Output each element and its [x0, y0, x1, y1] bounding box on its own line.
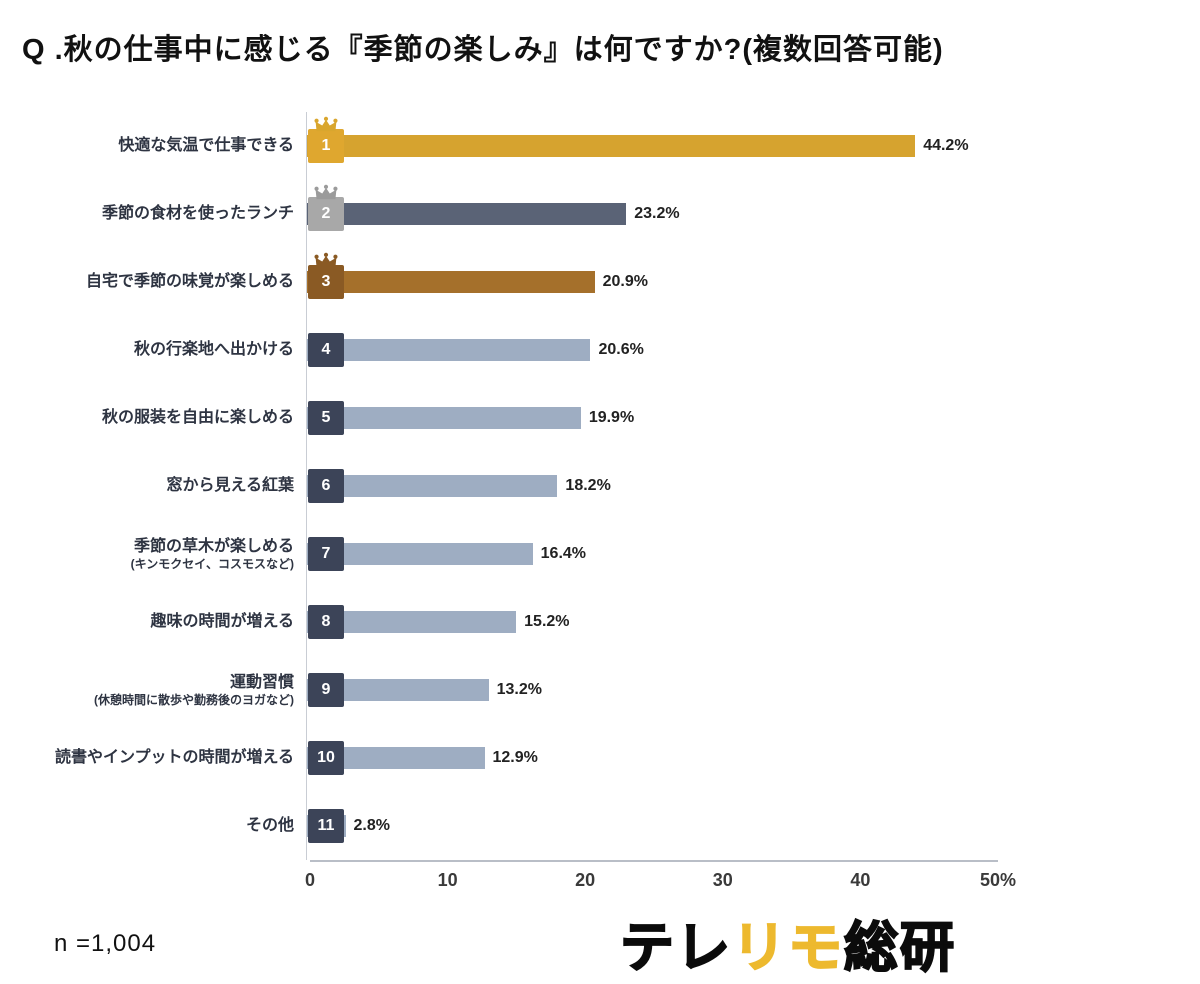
bar: [307, 407, 581, 429]
value-label: 12.9%: [492, 749, 538, 766]
category-label: その他: [245, 817, 294, 834]
category-label: 読書やインプットの時間が増える: [54, 749, 294, 766]
category-label: 季節の草木が楽しめる (キンモクセイ、コスモスなど): [130, 537, 294, 571]
category-label: 秋の服装を自由に楽しめる: [101, 409, 294, 426]
rank-number: 8: [321, 613, 331, 630]
crown-icon: [314, 116, 338, 132]
value-label: 16.4%: [540, 545, 587, 562]
chart-row: 季節の草木が楽しめる (キンモクセイ、コスモスなど) 7 16.4%: [16, 520, 1200, 588]
chart-row: 窓から見える紅葉 6 18.2%: [16, 452, 1200, 520]
rank-badge: 10: [308, 741, 344, 775]
rank-badge: 7: [308, 537, 344, 571]
rank-badge: 9: [308, 673, 344, 707]
rank-number: 5: [321, 409, 331, 426]
page-title: Q .秋の仕事中に感じる『季節の楽しみ』は何ですか?(複数回答可能): [22, 34, 944, 66]
bar-track: 10 12.9%: [306, 724, 995, 792]
crown-icon: [314, 184, 338, 200]
x-tick-label: 50%: [979, 870, 1017, 890]
chart-row: 季節の食材を使ったランチ 2 23.2%: [16, 180, 1200, 248]
chart-row: 趣味の時間が増える 8 15.2%: [16, 588, 1200, 656]
bar-track: 7 16.4%: [306, 520, 995, 588]
rank-badge: 2: [308, 184, 344, 231]
bar: [307, 475, 558, 497]
category-label: 窓から見える紅葉: [166, 477, 294, 494]
value-label: 15.2%: [524, 613, 570, 630]
bar-track: 5 19.9%: [306, 384, 995, 452]
value-label: 19.9%: [588, 409, 635, 426]
rank-badge: 3: [308, 252, 344, 299]
chart-row: 読書やインプットの時間が増える 10 12.9%: [16, 724, 1200, 792]
logo-black-2: 総研: [843, 917, 956, 979]
chart-row: 自宅で季節の味覚が楽しめる 3 20.9%: [16, 248, 1200, 316]
value-label: 23.2%: [634, 205, 680, 222]
rank-badge: 4: [308, 333, 344, 367]
value-label: 18.2%: [565, 477, 611, 494]
logo-black-1: テレ: [619, 917, 732, 979]
category-label: 季節の食材を使ったランチ: [101, 205, 294, 222]
chart-row: 秋の服装を自由に楽しめる 5 19.9%: [16, 384, 1200, 452]
crown-icon: [314, 252, 338, 268]
chart-row: 秋の行楽地へ出かける 4 20.6%: [16, 316, 1200, 384]
chart-row: 運動習慣 (休憩時間に散歩や勤務後のヨガなど) 9 13.2%: [16, 656, 1200, 724]
value-label: 20.9%: [602, 273, 648, 290]
logo-gold: リモ: [731, 917, 844, 979]
value-label: 2.8%: [353, 817, 390, 834]
brand-logo: テレリモ総研: [619, 903, 956, 982]
bar: [307, 747, 485, 769]
rank-number: 11: [317, 817, 335, 834]
rank-badge: 6: [308, 469, 344, 503]
category-label: 秋の行楽地へ出かける: [133, 341, 294, 358]
x-tick-label: 10: [437, 870, 458, 890]
bar: [307, 135, 916, 157]
bar: [307, 611, 517, 633]
rank-number: 4: [321, 341, 331, 358]
x-axis: 0 10 20 30 40 50%: [305, 860, 1016, 902]
bar-track: 11 2.8%: [306, 792, 995, 860]
x-tick-label: 40: [850, 870, 871, 890]
bar: [307, 679, 489, 701]
value-label: 20.6%: [598, 341, 644, 358]
sample-size-label: n =1,004: [54, 930, 157, 957]
rank-number: 2: [321, 205, 331, 222]
bar-track: 2 23.2%: [306, 180, 995, 248]
rank-number: 1: [321, 137, 331, 154]
chart-rows: 快適な気温で仕事できる 1 44.2% 季節の食材を使ったランチ 2 23.2% 自宅で季節…: [16, 112, 1200, 860]
category-label: 自宅で季節の味覚が楽しめる: [85, 273, 294, 290]
rank-number: 9: [321, 681, 331, 698]
rank-badge: 5: [308, 401, 344, 435]
x-tick-label: 20: [575, 870, 596, 890]
bar-track: 4 20.6%: [306, 316, 995, 384]
rank-number: 3: [321, 273, 331, 290]
bar-track: 9 13.2%: [306, 656, 995, 724]
footer: n =1,004 テレリモ総研: [0, 910, 1200, 984]
rank-number: 6: [321, 477, 331, 494]
bar: [307, 543, 533, 565]
x-tick-label: 30: [712, 870, 733, 890]
rank-badge: 1: [308, 116, 344, 163]
rank-number: 10: [317, 749, 335, 766]
bar: [307, 271, 595, 293]
bar: [307, 203, 627, 225]
bar-track: 3 20.9%: [306, 248, 995, 316]
chart-row: その他 11 2.8%: [16, 792, 1200, 860]
bar-track: 6 18.2%: [306, 452, 995, 520]
bar: [307, 339, 591, 361]
category-label: 快適な気温で仕事できる: [118, 137, 294, 154]
value-label: 13.2%: [496, 681, 542, 698]
category-label: 趣味の時間が増える: [150, 613, 294, 630]
rank-badge: 11: [308, 809, 344, 843]
x-tick-label: 0: [304, 870, 316, 890]
bar-track: 1 44.2%: [306, 112, 995, 180]
value-label: 44.2%: [923, 137, 969, 154]
bar-chart: 快適な気温で仕事できる 1 44.2% 季節の食材を使ったランチ 2 23.2% 自宅で季節…: [16, 112, 1200, 902]
bar-track: 8 15.2%: [306, 588, 995, 656]
chart-row: 快適な気温で仕事できる 1 44.2%: [16, 112, 1200, 180]
category-label: 運動習慣 (休憩時間に散歩や勤務後のヨガなど): [94, 673, 294, 707]
rank-number: 7: [321, 545, 331, 562]
rank-badge: 8: [308, 605, 344, 639]
